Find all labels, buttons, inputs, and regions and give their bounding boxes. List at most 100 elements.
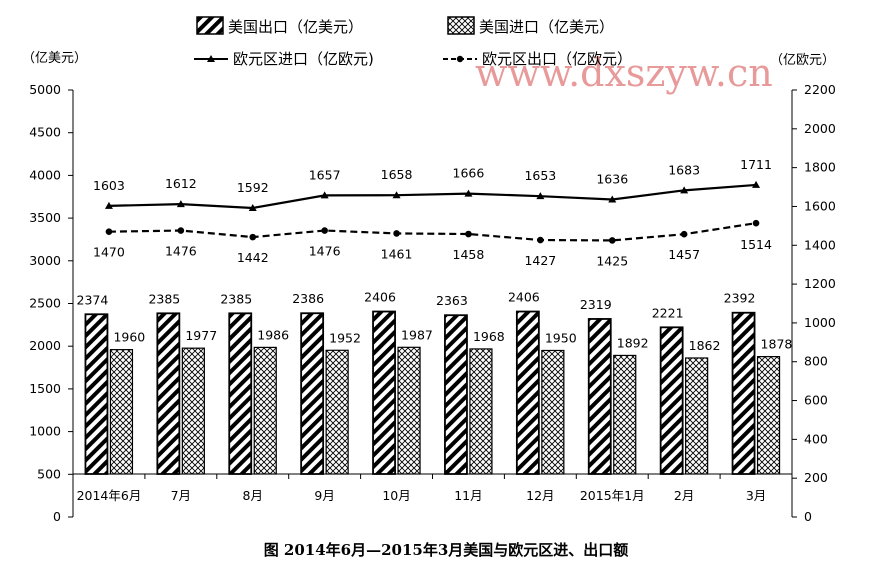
right-tick-label: 1600 (804, 198, 836, 213)
label-us-import: 1960 (113, 330, 145, 345)
bar-us-export (84, 313, 109, 475)
category-label: 11月 (454, 488, 482, 503)
marker-eu-import (248, 204, 257, 212)
right-tick-label: 2200 (804, 82, 836, 97)
marker-eu-import (752, 180, 761, 188)
category-label: 2015年1月 (580, 488, 645, 503)
marker-eu-export (752, 219, 760, 227)
category-label: 8月 (243, 488, 263, 503)
bar-us-import (109, 349, 134, 475)
label-eu-export: 1457 (668, 247, 700, 262)
marker-eu-export (537, 236, 544, 244)
label-eu-export: 1514 (740, 237, 772, 252)
right-tick-label: 600 (804, 393, 828, 408)
legend-item-eu-export: 欧元区出口（亿欧元） (443, 50, 632, 68)
label-eu-export: 1476 (309, 244, 341, 259)
legend-marker-eu-export (456, 55, 464, 63)
bar-us-import (469, 348, 493, 475)
label-us-export: 2406 (508, 290, 540, 305)
label-eu-import: 1683 (668, 162, 700, 177)
right-tick-label: 1400 (804, 237, 836, 252)
category-label: 7月 (171, 488, 191, 503)
legend-swatch-us-export (196, 16, 224, 35)
left-tick-label: 3000 (29, 253, 61, 268)
bar-us-export (587, 318, 612, 475)
label-eu-export: 1442 (237, 250, 269, 265)
label-eu-import: 1636 (596, 171, 628, 186)
category-label: 9月 (314, 488, 334, 503)
bar-us-import (253, 346, 277, 475)
marker-eu-import (680, 186, 689, 194)
label-us-export: 2385 (220, 291, 252, 306)
category-axis-ticks: 2014年6月 7月 8月 9月 10月 11月 12月 2015年1月 2月 3月 (72, 474, 793, 503)
bar-us-import (181, 347, 205, 475)
label-us-import: 1977 (185, 328, 217, 343)
label-us-import: 1892 (617, 335, 649, 350)
right-tick-label: 400 (804, 431, 828, 446)
label-us-import: 1862 (689, 338, 721, 353)
bar-us-export (515, 310, 540, 475)
label-eu-import: 1592 (237, 180, 269, 195)
marker-eu-export (177, 227, 185, 234)
label-us-export: 2363 (436, 293, 468, 308)
marker-eu-import (176, 200, 185, 208)
marker-eu-export (321, 227, 328, 234)
legend-label-eu-import: 欧元区进口（亿欧元) (233, 50, 374, 68)
left-tick-label: 500 (37, 466, 61, 481)
marker-eu-export (465, 230, 472, 238)
label-eu-export: 1461 (381, 246, 413, 261)
category-label: 12月 (526, 488, 554, 503)
marker-eu-export (608, 237, 616, 244)
left-axis-ticks: 0 500 1000 1500 2000 2500 3000 3500 4000 4500 5000 (29, 82, 73, 524)
category-label: 10月 (382, 488, 410, 503)
left-tick-label: 0 (53, 509, 61, 524)
label-eu-import: 1657 (309, 167, 341, 182)
label-us-export: 2386 (292, 291, 324, 306)
label-eu-export: 1476 (165, 244, 197, 259)
left-axis-label: （亿美元） (22, 51, 87, 66)
left-tick-label: 3500 (29, 210, 61, 225)
label-us-import: 1952 (329, 330, 361, 345)
legend-marker-eu-import (207, 55, 215, 62)
label-us-import: 1986 (257, 327, 289, 342)
label-us-export: 2406 (364, 290, 396, 305)
bar-us-import (756, 356, 781, 475)
marker-eu-export (393, 230, 400, 237)
label-eu-export: 1470 (93, 245, 125, 260)
bar-us-import (397, 346, 421, 475)
label-us-export: 2385 (148, 291, 180, 306)
left-tick-label: 4000 (29, 167, 61, 182)
left-tick-label: 1000 (29, 424, 61, 439)
marker-eu-export (105, 228, 113, 235)
legend-label-eu-export: 欧元区出口（亿欧元） (482, 50, 632, 68)
label-eu-import: 1653 (524, 168, 556, 183)
marker-eu-import (104, 201, 113, 209)
line-eu-export (108, 222, 757, 242)
line-eu-import (108, 183, 757, 210)
legend-label-us-import: 美国进口（亿美元） (479, 18, 614, 36)
marker-eu-import (536, 192, 545, 200)
right-axis-ticks: 0 200 400 600 800 1000 1200 1400 1600 1800 2000 220… (792, 82, 836, 524)
bar-us-export (731, 311, 756, 475)
lines (104, 180, 761, 244)
label-us-export: 2221 (652, 305, 684, 320)
label-eu-import: 1666 (453, 166, 485, 181)
marker-eu-export (680, 230, 688, 238)
label-eu-import: 1612 (165, 176, 197, 191)
bar-us-import (613, 354, 637, 475)
legend-swatch-us-import (447, 16, 475, 35)
category-label: 3月 (746, 488, 766, 503)
left-tick-label: 1500 (29, 381, 61, 396)
label-eu-export: 1427 (524, 253, 556, 268)
bars (84, 310, 781, 475)
label-us-import: 1968 (473, 329, 505, 344)
label-eu-export: 1458 (453, 247, 485, 262)
label-eu-import: 1658 (381, 167, 413, 182)
legend: 美国出口（亿美元） 美国进口（亿美元） 欧元区进口（亿欧元) 欧元区出口（亿欧元… (194, 16, 632, 68)
legend-item-us-export: 美国出口（亿美元） (196, 16, 363, 36)
data-labels: 2374 2385 2385 2386 2406 2363 2406 2319 2221 2392… (77, 157, 793, 353)
right-tick-label: 200 (804, 470, 828, 485)
label-eu-import: 1711 (740, 157, 772, 172)
category-label: 2014年6月 (77, 488, 142, 503)
